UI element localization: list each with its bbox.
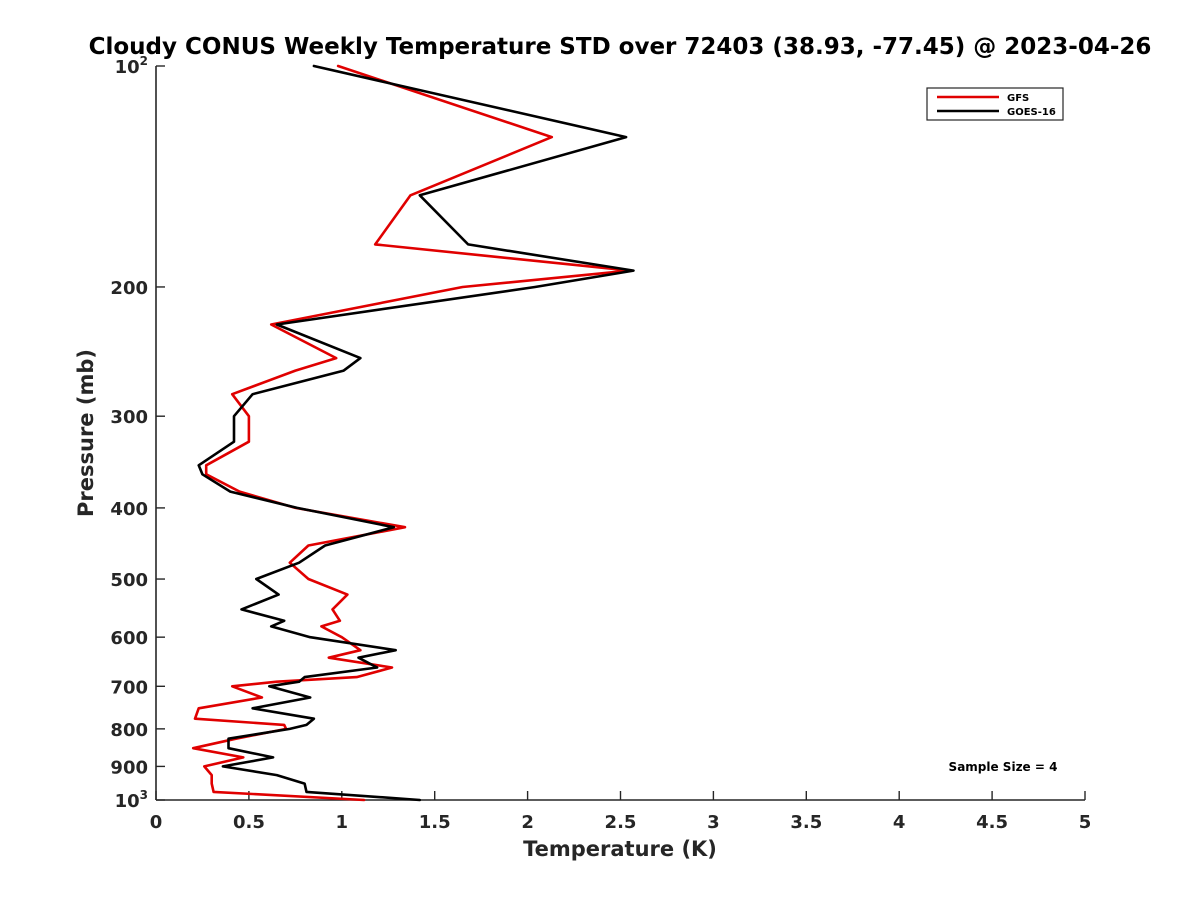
y-tick-base: 10 — [115, 791, 140, 812]
y-tick-label: 102 — [115, 54, 148, 78]
x-tick-label: 2.5 — [605, 812, 637, 833]
y-tick-label: 900 — [110, 757, 148, 778]
x-tick-label: 4 — [893, 812, 906, 833]
legend-label: GOES-16 — [1007, 107, 1056, 118]
y-tick-label: 600 — [110, 628, 148, 649]
y-tick-label: 400 — [110, 499, 148, 520]
legend-box — [926, 87, 1064, 121]
y-axis-label: Pressure (mb) — [74, 349, 98, 517]
legend-label: GFS — [1007, 93, 1029, 104]
y-tick-label: 200 — [110, 278, 148, 299]
x-axis-label: Temperature (K) — [523, 837, 717, 861]
y-tick-exponent: 2 — [140, 54, 148, 68]
y-tick-exponent: 3 — [140, 788, 148, 802]
x-tick-label: 0.5 — [233, 812, 265, 833]
y-tick-label: 800 — [110, 720, 148, 741]
x-tick-label: 1.5 — [419, 812, 451, 833]
x-tick-label: 1 — [336, 812, 349, 833]
x-tick-label: 2 — [521, 812, 534, 833]
series-line-goes-16 — [197, 64, 635, 802]
sample-size-annotation: Sample Size = 4 — [949, 760, 1058, 774]
chart-title: Cloudy CONUS Weekly Temperature STD over… — [89, 34, 1152, 60]
x-tick-label: 5 — [1079, 812, 1092, 833]
y-tick-label: 700 — [110, 677, 148, 698]
plot-area: 0 0.5 1 1.5 2 2.5 3 3.5 4 4.5 51022003004005006007… — [110, 54, 1091, 833]
x-tick-label: 4.5 — [976, 812, 1008, 833]
y-tick-base: 10 — [115, 57, 140, 78]
x-tick-label: 3 — [707, 812, 720, 833]
y-tick-label: 500 — [110, 570, 148, 591]
x-tick-label: 3.5 — [790, 812, 822, 833]
x-tick-label: 0 — [150, 812, 163, 833]
y-tick-label: 300 — [110, 407, 148, 428]
legend: GFS GOES-16 — [926, 87, 1064, 121]
series-line-gfs — [191, 64, 632, 802]
y-tick-label: 103 — [115, 788, 148, 812]
